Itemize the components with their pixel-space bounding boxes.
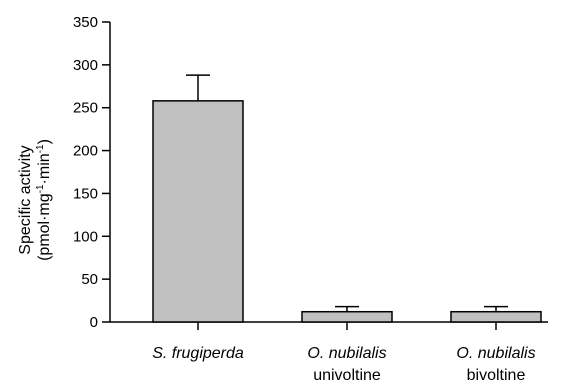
x-category-sublabel: bivoltine bbox=[467, 367, 526, 384]
y-tick-label: 150 bbox=[73, 185, 98, 202]
y-tick-label: 50 bbox=[81, 271, 98, 288]
bar bbox=[450, 310, 542, 323]
y-tick-label: 250 bbox=[73, 100, 98, 117]
x-axis bbox=[110, 321, 548, 330]
y-tick-label: 200 bbox=[73, 143, 98, 160]
x-axis-labels: S. frugiperda O. nubilalis univoltine O. nu… bbox=[152, 345, 535, 384]
bar bbox=[301, 310, 393, 323]
y-tick-label: 0 bbox=[90, 314, 98, 331]
x-category-label: O. nubilalis bbox=[307, 345, 386, 362]
y-axis-label-line1: Specific activity bbox=[17, 145, 34, 254]
bar bbox=[152, 100, 244, 323]
x-category-sublabel: univoltine bbox=[313, 367, 381, 384]
x-category-label: S. frugiperda bbox=[152, 345, 244, 362]
y-axis-label-line2: (pmol·mg-1·min-1) bbox=[35, 139, 53, 261]
y-tick-label: 100 bbox=[73, 228, 98, 245]
y-axis-label: Specific activity (pmol·mg-1·min-1) bbox=[17, 139, 53, 261]
bars bbox=[152, 74, 542, 323]
x-category-label: O. nubilalis bbox=[456, 345, 535, 362]
y-axis: 0 50 100 150 200 250 300 350 bbox=[73, 14, 111, 331]
y-tick-label: 350 bbox=[73, 14, 98, 31]
y-tick-label: 300 bbox=[73, 57, 98, 74]
